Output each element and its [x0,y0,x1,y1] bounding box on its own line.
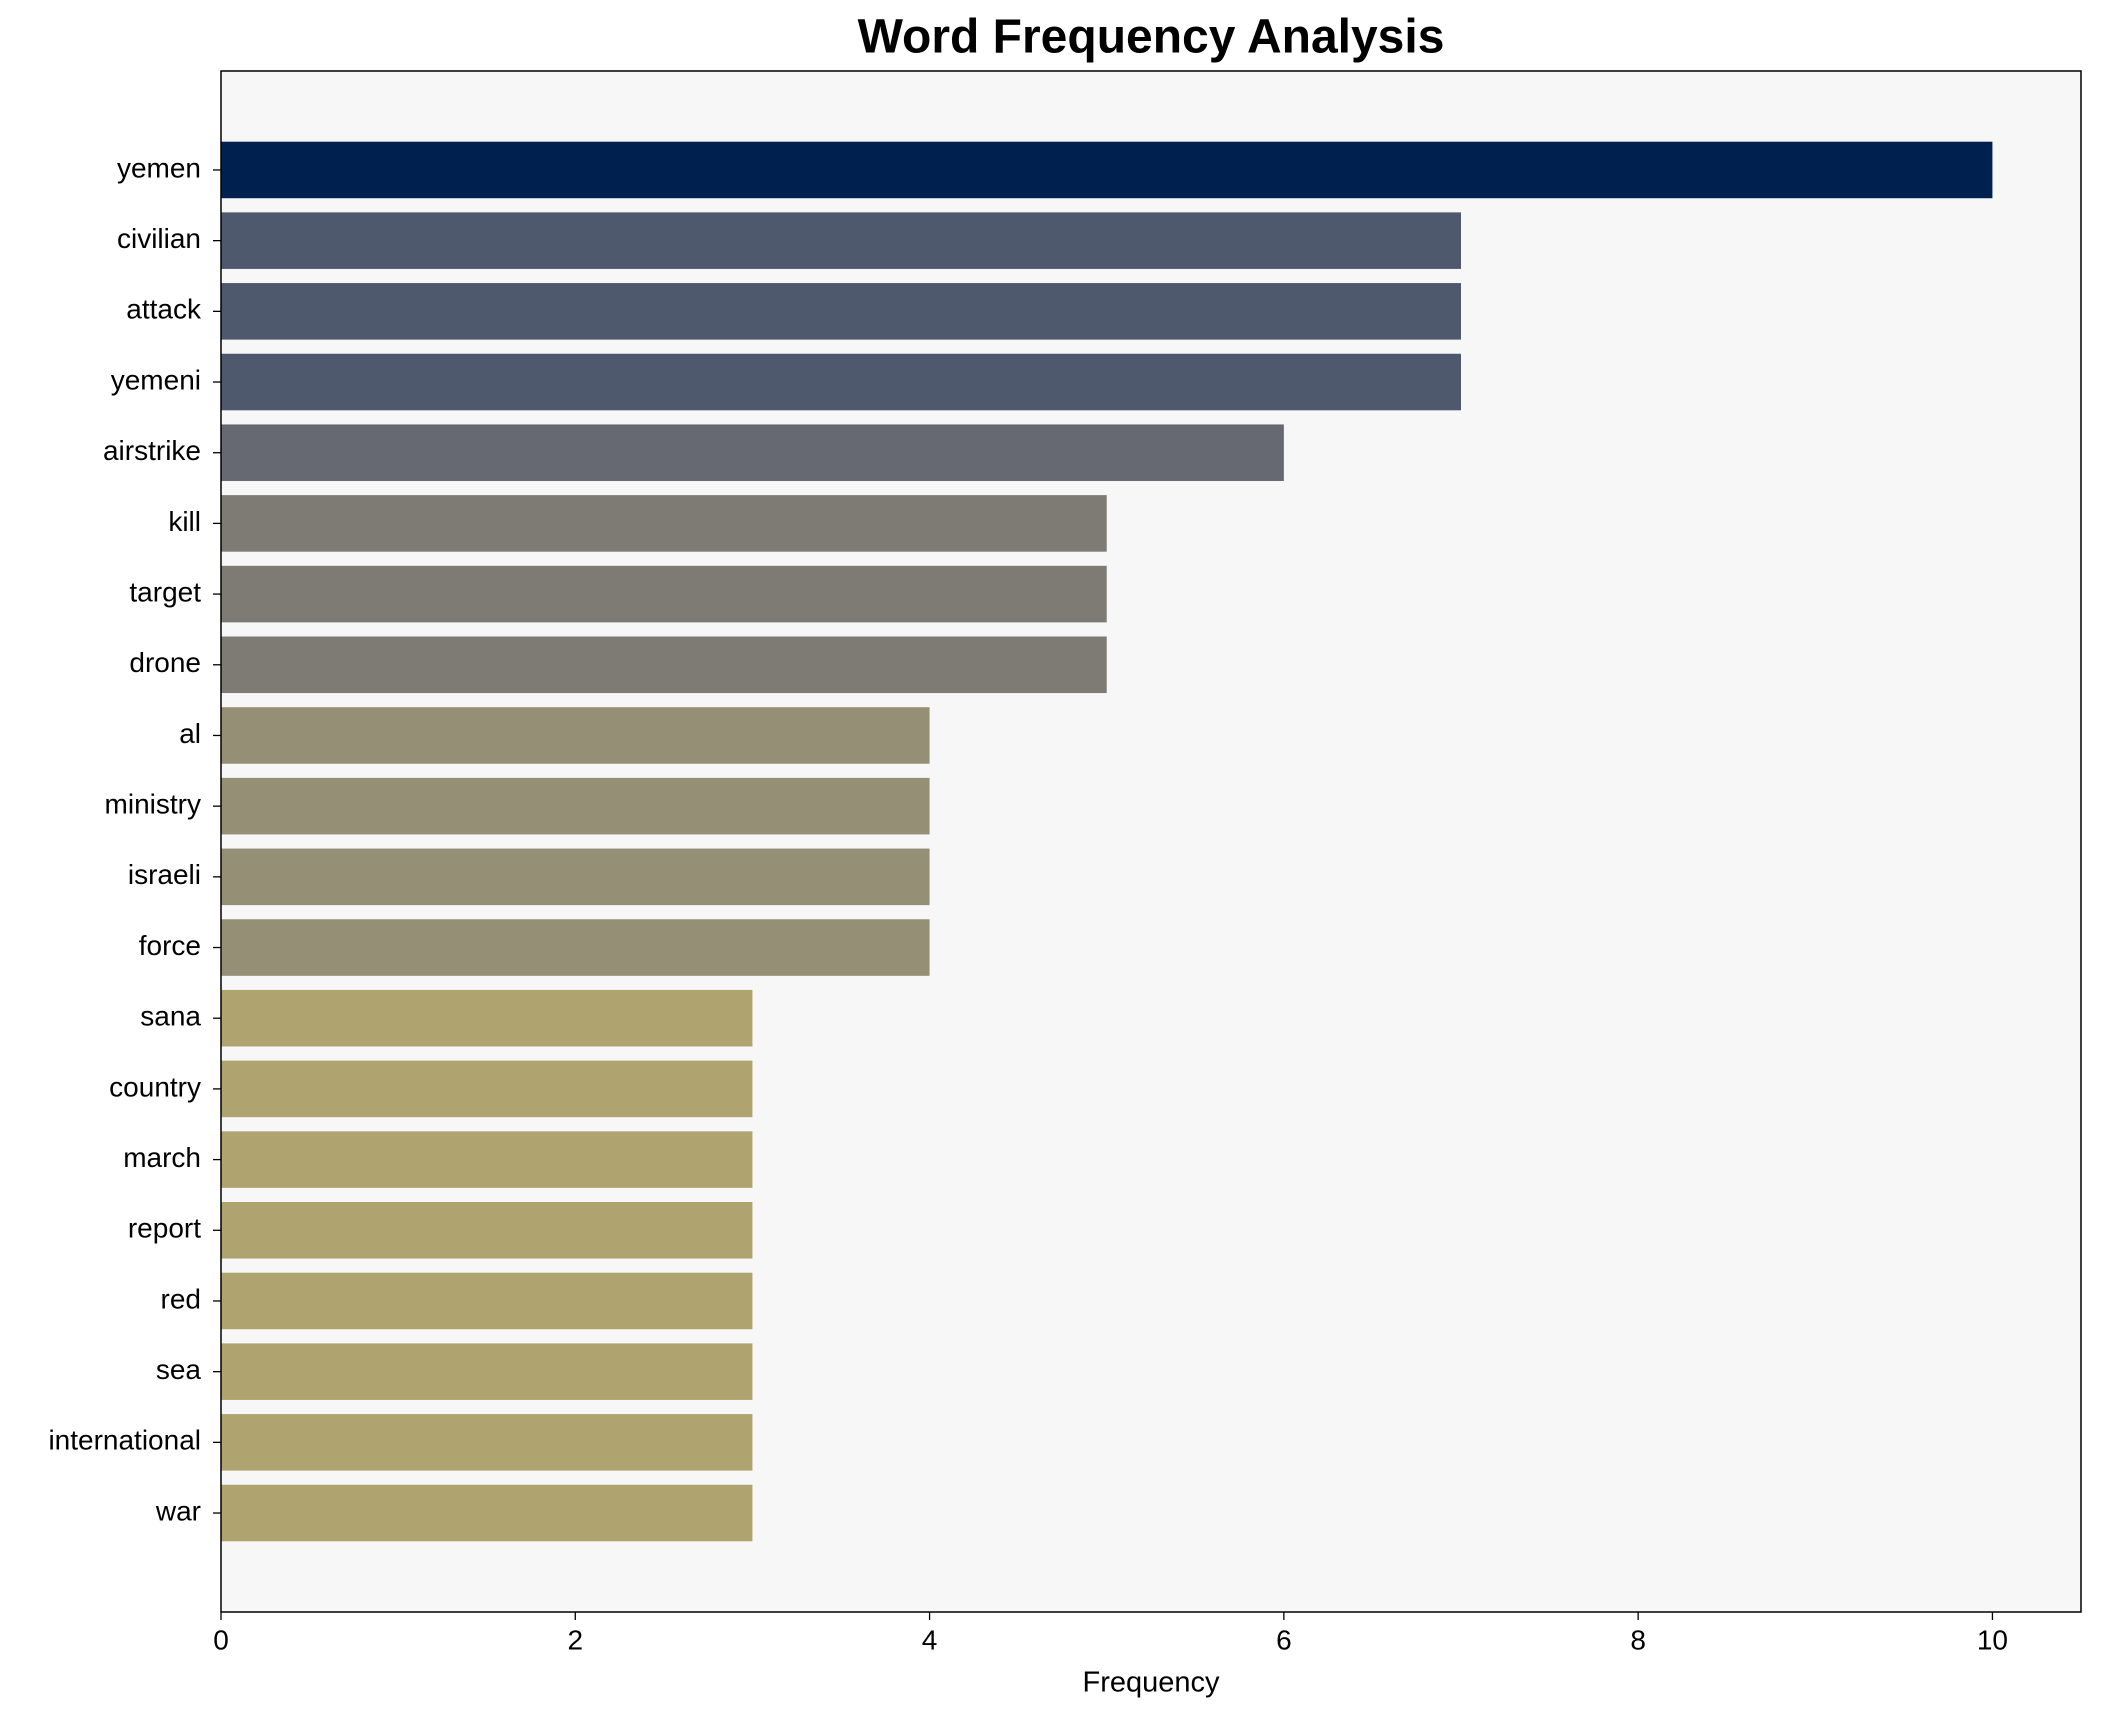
y-tick-label: sea [156,1354,202,1385]
bar [221,777,930,835]
x-tick-label: 6 [1276,1624,1292,1655]
bar [221,565,1107,623]
y-tick-label: airstrike [103,435,201,466]
x-tick-label: 10 [1977,1624,2008,1655]
y-tick-label: march [123,1142,201,1173]
y-tick-label: attack [126,294,202,325]
bar [221,707,930,764]
y-tick-label: civilian [117,223,201,254]
y-tick-label: ministry [105,789,201,820]
y-tick-label: target [129,576,201,607]
x-tick-label: 2 [567,1624,583,1655]
bar [221,636,1107,694]
y-tick-label: country [109,1071,201,1102]
y-tick-label: yemeni [111,364,201,395]
bar [221,1272,753,1330]
bar [221,1484,753,1542]
bar [221,283,1461,340]
x-tick-label: 4 [922,1624,938,1655]
bar [221,495,1107,552]
y-tick-label: yemen [117,152,201,183]
plot-frame [220,70,2082,1613]
y-tick-label: drone [129,647,201,678]
chart-title: Word Frequency Analysis [858,11,1445,64]
y-tick-label: report [128,1213,201,1244]
bar [221,1202,753,1259]
x-tick-label: 0 [213,1624,229,1655]
y-tick-label: international [48,1425,201,1456]
y-tick-label: kill [168,506,201,537]
bar [221,1060,753,1118]
x-axis-label: Frequency [1082,1667,1220,1699]
y-tick-label: red [161,1283,201,1314]
y-tick-label: al [179,718,201,749]
bar [221,353,1461,411]
bar [221,1131,753,1188]
y-tick-label: force [139,930,201,961]
bar [221,424,1284,481]
y-tick-label: sana [140,1001,201,1032]
bar [221,848,930,906]
y-tick-label: israeli [128,859,201,890]
bar [221,919,930,976]
bar [221,989,753,1047]
bar [221,1414,753,1471]
bar [221,1343,753,1400]
bar [221,141,1993,199]
x-tick-label: 8 [1630,1624,1646,1655]
bar [221,212,1461,269]
y-tick-label: war [155,1495,201,1526]
